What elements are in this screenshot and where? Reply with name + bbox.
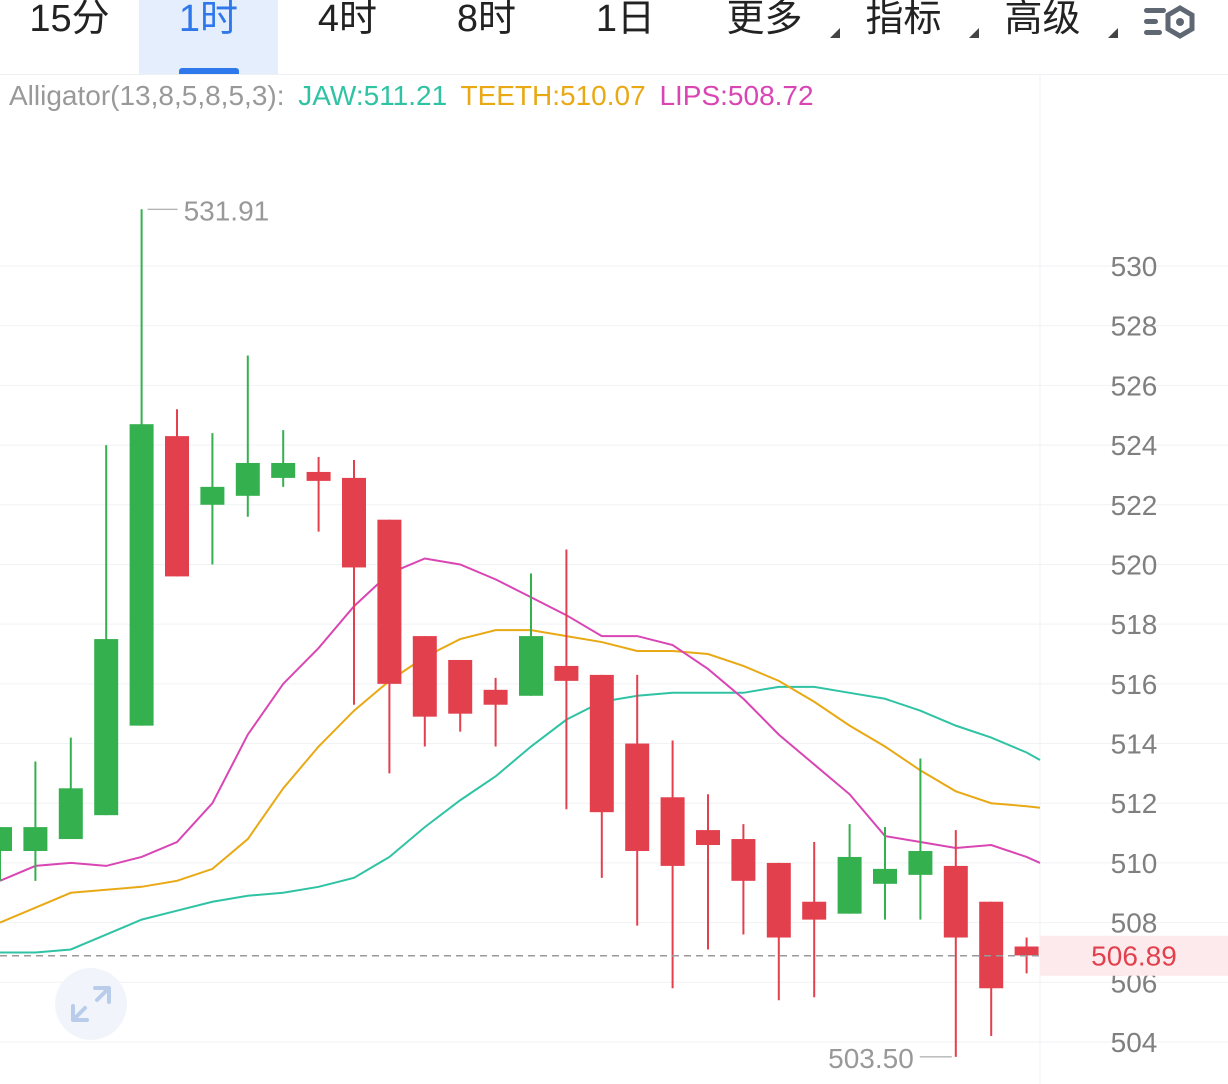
candle-body bbox=[23, 827, 48, 851]
indicator-name: Alligator(13,8,5,8,5,3): bbox=[9, 80, 285, 111]
high-price-label: 531.91 bbox=[184, 195, 270, 226]
candle-body bbox=[908, 850, 933, 875]
alligator-legend: Alligator(13,8,5,8,5,3): JAW:511.21 TEET… bbox=[9, 80, 820, 112]
tab-label: 4时 bbox=[317, 0, 378, 40]
candle-body bbox=[0, 827, 12, 851]
y-tick-label: 522 bbox=[1111, 490, 1158, 521]
tab-6[interactable]: 指标 bbox=[834, 0, 979, 74]
y-tick-label: 530 bbox=[1111, 251, 1158, 282]
tab-label: 更多 bbox=[726, 0, 803, 40]
candle-body bbox=[165, 436, 189, 577]
candle-body bbox=[979, 901, 1004, 989]
candle-body bbox=[660, 797, 685, 866]
teeth-value: TEETH:510.07 bbox=[460, 80, 646, 111]
candle-body bbox=[554, 665, 579, 681]
candle-body bbox=[625, 743, 650, 851]
candle-body bbox=[766, 862, 791, 938]
jaw-value: JAW:511.21 bbox=[298, 80, 448, 111]
tab-2[interactable]: 4时 bbox=[278, 0, 417, 74]
candle-body bbox=[306, 471, 331, 481]
tab-label: 高级 bbox=[1004, 0, 1081, 40]
y-tick-label: 512 bbox=[1111, 788, 1158, 819]
tab-7[interactable]: 高级 bbox=[973, 0, 1118, 74]
fullscreen-button[interactable] bbox=[55, 968, 127, 1040]
candle-body bbox=[519, 636, 543, 696]
chart-settings-icon bbox=[1144, 5, 1195, 39]
candle-body bbox=[589, 674, 614, 813]
candle-body bbox=[731, 839, 756, 881]
candle-body bbox=[448, 659, 473, 714]
candle-body bbox=[235, 462, 260, 496]
dropdown-caret-icon bbox=[830, 28, 840, 38]
candle-body bbox=[342, 477, 366, 568]
y-tick-label: 518 bbox=[1111, 609, 1158, 640]
expand-arrows-icon bbox=[71, 986, 111, 1022]
candle-body bbox=[1014, 946, 1039, 956]
tab-4[interactable]: 1日 bbox=[556, 0, 695, 74]
candle-body bbox=[483, 689, 508, 705]
y-tick-label: 516 bbox=[1111, 669, 1158, 700]
timeframe-tabs: 15分 1时 4时 8时 1日 更多 指标 高级 bbox=[0, 0, 1228, 75]
lips-value: LIPS:508.72 bbox=[659, 80, 814, 111]
tab-label: 15分 bbox=[29, 0, 110, 40]
jaw-line bbox=[0, 685, 1041, 954]
tab-label: 指标 bbox=[865, 0, 942, 40]
tab-3[interactable]: 8时 bbox=[417, 0, 556, 74]
y-tick-label: 520 bbox=[1111, 549, 1158, 580]
candle-body bbox=[377, 519, 402, 684]
y-tick-label: 504 bbox=[1111, 1027, 1158, 1058]
last-price-label: 506.89 bbox=[1091, 941, 1177, 972]
y-tick-label: 528 bbox=[1111, 311, 1158, 342]
candle-body bbox=[696, 830, 720, 846]
low-price-label: 503.50 bbox=[828, 1043, 914, 1074]
active-tab-indicator bbox=[178, 68, 239, 74]
chart-settings-button[interactable] bbox=[1140, 2, 1200, 42]
tab-label: 1时 bbox=[178, 0, 239, 40]
candle-body bbox=[943, 865, 968, 938]
tab-0[interactable]: 15分 bbox=[0, 0, 139, 74]
tab-label: 1日 bbox=[595, 0, 656, 40]
candle-body bbox=[94, 639, 119, 816]
candle-body bbox=[802, 901, 827, 920]
tab-1[interactable]: 1时 bbox=[139, 0, 278, 74]
candlestick-chart[interactable]: 5045065085105125145165185205225245265285… bbox=[0, 74, 1228, 1084]
candle-body bbox=[58, 788, 83, 840]
y-tick-label: 510 bbox=[1111, 848, 1158, 879]
candle-body bbox=[873, 868, 897, 884]
dropdown-caret-icon bbox=[1108, 28, 1118, 38]
candle-body bbox=[271, 462, 296, 478]
tab-5[interactable]: 更多 bbox=[695, 0, 840, 74]
y-tick-label: 524 bbox=[1111, 430, 1158, 461]
candle-body bbox=[837, 856, 862, 914]
candle-body bbox=[412, 636, 437, 717]
y-tick-label: 514 bbox=[1111, 729, 1158, 760]
y-tick-label: 508 bbox=[1111, 908, 1158, 939]
last-price-box bbox=[1040, 935, 1228, 976]
candle-body bbox=[129, 424, 154, 726]
candle-body bbox=[200, 486, 225, 505]
dropdown-caret-icon bbox=[969, 28, 979, 38]
y-tick-label: 526 bbox=[1111, 370, 1158, 401]
tab-label: 8时 bbox=[456, 0, 517, 40]
